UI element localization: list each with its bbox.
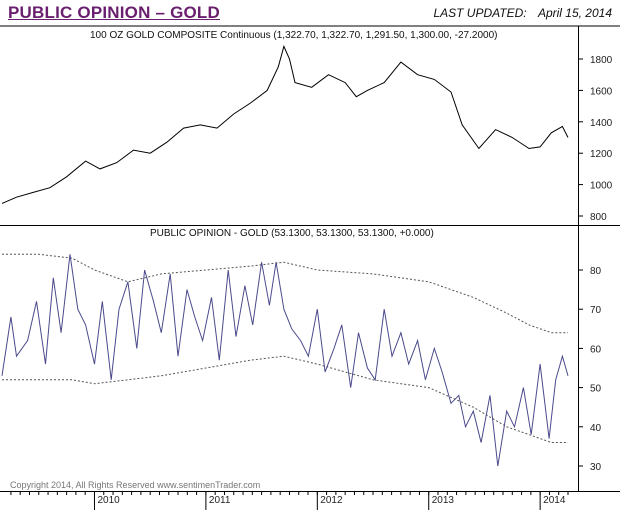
lower-band-line — [2, 355, 568, 443]
opinion-y-tick-label: 50 — [590, 384, 602, 395]
price-y-tick-label: 1000 — [590, 181, 613, 192]
opinion-y-tick-label: 80 — [590, 266, 602, 277]
opinion-chart-title: PUBLIC OPINION - GOLD (53.1300, 53.1300,… — [150, 228, 434, 239]
last-updated: LAST UPDATED: April 15, 2014 — [433, 6, 612, 20]
x-tick-label: 2010 — [97, 495, 120, 506]
x-tick-label: 2011 — [209, 495, 231, 506]
upper-band-line — [2, 253, 568, 334]
opinion-y-tick-label: 60 — [590, 344, 602, 355]
x-tick-label: 2014 — [543, 495, 566, 506]
price-y-tick-label: 1600 — [590, 86, 613, 97]
public-opinion-line — [1, 254, 569, 467]
opinion-y-tick-label: 40 — [590, 423, 602, 434]
copyright-text: Copyright 2014, All Rights Reserved www.… — [10, 480, 260, 490]
last-updated-label: LAST UPDATED: — [433, 6, 527, 20]
price-y-tick-label: 1800 — [590, 55, 613, 66]
x-tick-label: 2013 — [432, 495, 455, 506]
price-y-tick-label: 800 — [590, 212, 607, 223]
price-y-tick-label: 1400 — [590, 118, 613, 129]
price-y-tick-label: 1200 — [590, 149, 613, 160]
gold-price-line — [1, 44, 569, 204]
price-chart-title: 100 OZ GOLD COMPOSITE Continuous (1,322.… — [90, 30, 497, 41]
opinion-y-tick-label: 30 — [590, 462, 602, 473]
page-title: PUBLIC OPINION – GOLD — [8, 3, 220, 22]
x-axis: 2010 2011 2012 2013 2014 — [10, 491, 569, 510]
price-y-axis: 800 1000 1200 1400 1600 1800 — [578, 55, 613, 223]
opinion-y-tick-label: 70 — [590, 305, 602, 316]
last-updated-date: April 15, 2014 — [537, 6, 612, 20]
x-tick-label: 2012 — [320, 495, 343, 506]
opinion-y-axis: 30 40 50 60 70 80 — [578, 266, 602, 473]
